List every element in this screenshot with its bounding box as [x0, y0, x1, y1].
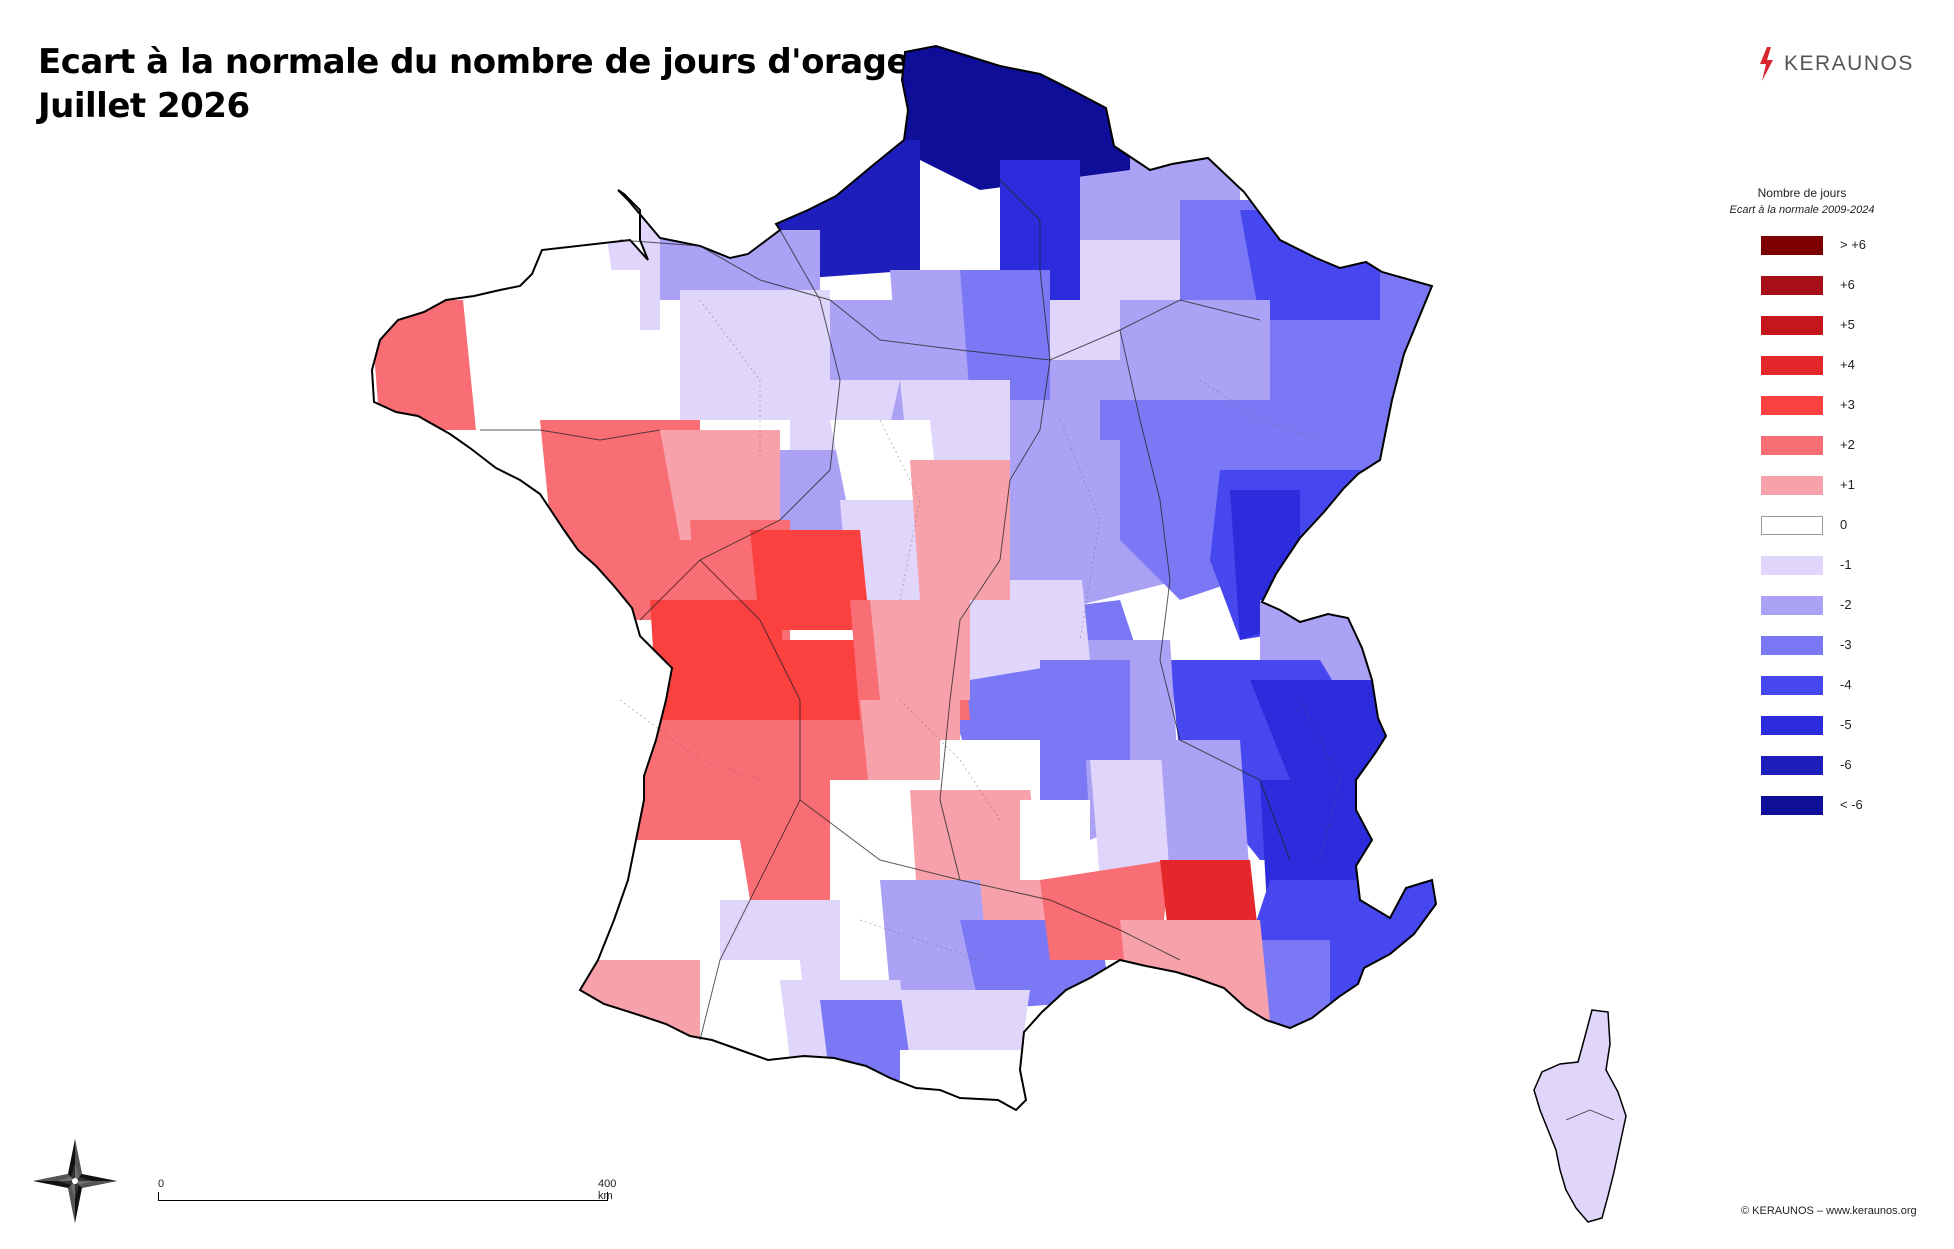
legend-item: +3: [1702, 392, 1902, 432]
legend-label: +3: [1840, 397, 1855, 412]
legend-label: -5: [1840, 717, 1852, 732]
legend-label: -6: [1840, 757, 1852, 772]
corsica: [1533, 1009, 1627, 1223]
legend-label: -1: [1840, 557, 1852, 572]
brand-logo: KERAUNOS: [1758, 44, 1914, 84]
legend-label: -3: [1840, 637, 1852, 652]
legend-title: Nombre de jours: [1757, 186, 1847, 200]
scale-bar: 0 400 km: [158, 1178, 616, 1208]
legend-item: -5: [1702, 712, 1902, 752]
legend-swatch: [1761, 516, 1823, 535]
map-title-line-1: Ecart à la normale du nombre de jours d'…: [38, 42, 910, 82]
legend-label: < -6: [1840, 797, 1863, 812]
legend-item: +5: [1702, 312, 1902, 352]
legend-swatch: [1761, 356, 1823, 375]
legend-item: 0: [1702, 512, 1902, 552]
legend-label: +5: [1840, 317, 1855, 332]
lightning-bolt-icon: [1760, 47, 1773, 81]
scale-line: [158, 1200, 608, 1201]
legend-label: > +6: [1840, 237, 1867, 252]
scale-start-label: 0: [158, 1178, 165, 1190]
legend-swatch: [1761, 756, 1823, 775]
legend-swatch: [1761, 396, 1823, 415]
scale-tick-end: [607, 1192, 608, 1201]
legend-label: 0: [1840, 517, 1848, 532]
legend-swatch: [1761, 316, 1823, 335]
legend-label: +2: [1840, 437, 1855, 452]
legend-label: -4: [1840, 677, 1852, 692]
legend-item: > +6: [1702, 232, 1902, 272]
legend-label: +6: [1840, 277, 1855, 292]
legend-item: -1: [1702, 552, 1902, 592]
legend-swatch: [1761, 636, 1823, 655]
legend-swatch: [1761, 556, 1823, 575]
legend-list: > +6 +6 +5 +4 +3 +2 +1 0 -1 -2 -3 -4 -5 -6 < -6: [1702, 232, 1902, 832]
scale-end-label: 400 km: [598, 1178, 617, 1202]
legend-item: < -6: [1702, 792, 1902, 832]
legend-item: +2: [1702, 432, 1902, 472]
map-legend: Nombre de jours Ecart à la normale 2009-…: [1702, 186, 1902, 832]
legend-item: +6: [1702, 272, 1902, 312]
copyright-notice: © KERAUNOS – www.keraunos.org: [1741, 1205, 1917, 1217]
legend-swatch: [1761, 716, 1823, 735]
legend-swatch: [1761, 676, 1823, 695]
legend-swatch: [1761, 276, 1823, 295]
legend-swatch: [1761, 476, 1823, 495]
legend-label: -2: [1840, 597, 1852, 612]
legend-item: +1: [1702, 472, 1902, 512]
legend-item: -2: [1702, 592, 1902, 632]
legend-item: -4: [1702, 672, 1902, 712]
legend-swatch: [1761, 796, 1823, 815]
map-title-line-2: Juillet 2026: [38, 86, 250, 126]
legend-item: -6: [1702, 752, 1902, 792]
map-title: Ecart à la normale du nombre de jours d'…: [38, 40, 910, 128]
legend-item: +4: [1702, 352, 1902, 392]
scale-tick-start: [158, 1192, 159, 1201]
brand-name: KERAUNOS: [1784, 52, 1914, 75]
legend-swatch: [1761, 236, 1823, 255]
legend-subtitle: Ecart à la normale 2009-2024: [1729, 204, 1875, 216]
compass-rose-icon: [33, 1139, 117, 1223]
legend-item: -3: [1702, 632, 1902, 672]
legend-label: +4: [1840, 357, 1855, 372]
legend-label: +1: [1840, 477, 1855, 492]
legend-swatch: [1761, 596, 1823, 615]
legend-swatch: [1761, 436, 1823, 455]
